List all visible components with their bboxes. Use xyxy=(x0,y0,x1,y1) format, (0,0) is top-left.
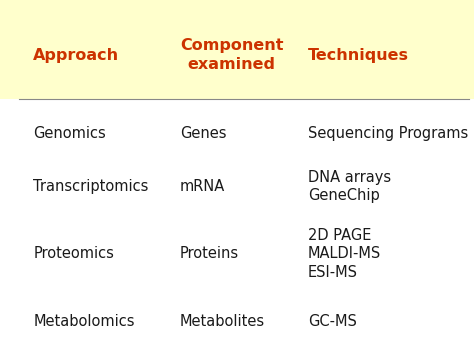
Text: Genomics: Genomics xyxy=(33,126,106,141)
Text: Transcriptomics: Transcriptomics xyxy=(33,179,148,194)
Text: Genes: Genes xyxy=(180,126,227,141)
Text: GC-MS: GC-MS xyxy=(308,314,357,329)
Text: Component
examined: Component examined xyxy=(180,38,283,72)
Text: mRNA: mRNA xyxy=(180,179,225,194)
Text: Sequencing Programs: Sequencing Programs xyxy=(308,126,468,141)
Text: Metabolites: Metabolites xyxy=(180,314,265,329)
Bar xyxy=(0,0,474,99)
Text: Proteins: Proteins xyxy=(180,246,239,261)
Bar xyxy=(0,99,474,355)
Text: Approach: Approach xyxy=(33,48,119,62)
Text: 2D PAGE
MALDI-MS
ESI-MS: 2D PAGE MALDI-MS ESI-MS xyxy=(308,228,382,280)
Text: Techniques: Techniques xyxy=(308,48,409,62)
Text: Proteomics: Proteomics xyxy=(33,246,114,261)
Text: DNA arrays
GeneChip: DNA arrays GeneChip xyxy=(308,170,391,203)
Text: Metabolomics: Metabolomics xyxy=(33,314,135,329)
